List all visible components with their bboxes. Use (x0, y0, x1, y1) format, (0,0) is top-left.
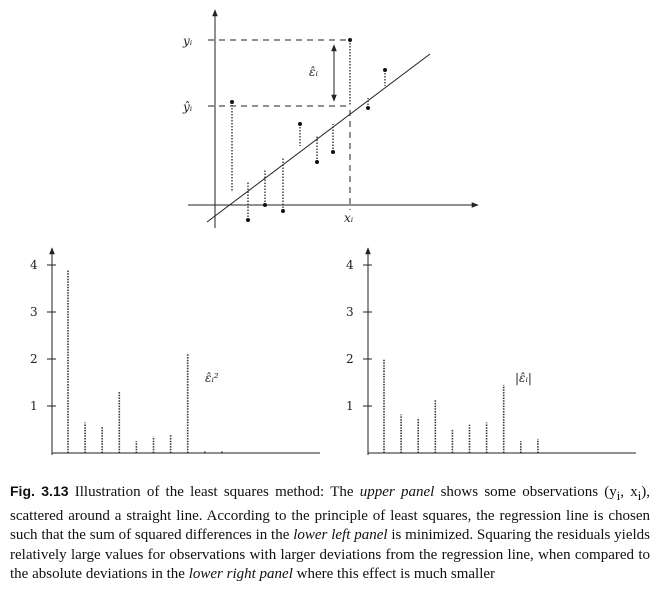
observation-point (298, 122, 302, 126)
tick-label: 4 (346, 258, 354, 272)
observation-point (331, 150, 335, 154)
lower-right-bars (383, 359, 539, 453)
observation-point (263, 203, 267, 207)
label-absolute-residuals: |ε̂ᵢ| (515, 371, 532, 385)
lower-left-panel: 1 2 3 4 ε̂ᵢ² (30, 247, 320, 455)
observation-point (383, 68, 387, 72)
caption-subscript-i: i (616, 489, 621, 503)
lower-left-ticks: 1 2 3 4 (30, 258, 56, 413)
caption-emph-lower-left: lower left panel (293, 527, 388, 543)
observation-point (315, 160, 319, 164)
caption-text-2: shows some observations (y (434, 484, 617, 500)
label-x: xᵢ (344, 211, 354, 225)
caption-emph-lower-right: lower right panel (188, 566, 293, 582)
caption-text-4: ), scattered around a straight line. Acc… (10, 484, 650, 543)
caption-text-6: where this effect is much smaller (292, 566, 496, 582)
tick-label: 3 (346, 305, 354, 319)
observation-point (366, 106, 370, 110)
tick-label: 4 (30, 258, 38, 272)
tick-label: 2 (346, 352, 354, 366)
caption-emph-upper-panel: upper panel (359, 484, 435, 500)
observation-point (230, 100, 234, 104)
caption-text-5: is minimized. Squaring the residuals yie… (10, 527, 651, 582)
label-squared-residuals: ε̂ᵢ² (205, 371, 219, 385)
observation-point (281, 209, 285, 213)
lower-right-ticks: 1 2 3 4 (346, 258, 372, 413)
observation-point (348, 38, 352, 42)
label-y-hat: ŷᵢ (182, 100, 193, 114)
regression-line (206, 53, 431, 223)
caption-subscript-i-2: i (637, 489, 642, 503)
observation-point (246, 218, 250, 222)
figure-3-13: yᵢ ŷᵢ ε̂ᵢ xᵢ 1 2 3 4 ε̂ᵢ² 1 2 3 4 |ε̂ᵢ| (30, 9, 636, 455)
tick-label: 3 (30, 305, 38, 319)
lower-left-bars (67, 269, 223, 453)
upper-panel: yᵢ ŷᵢ ε̂ᵢ xᵢ (182, 9, 479, 228)
residual-lines (231, 40, 386, 220)
tick-label: 1 (30, 399, 38, 413)
observation-points (230, 38, 387, 222)
figure-canvas: yᵢ ŷᵢ ε̂ᵢ xᵢ 1 2 3 4 ε̂ᵢ² 1 2 3 4 |ε̂ᵢ| (30, 9, 636, 455)
caption-text-1: Illustration of the least squares method… (68, 484, 360, 500)
tick-label: 1 (346, 399, 354, 413)
figure-number: Fig. 3.13 (10, 483, 69, 499)
label-y-obs: yᵢ (182, 34, 193, 48)
figure-caption: Fig. 3.13 Illustration of the least squa… (10, 482, 650, 585)
tick-label: 2 (30, 352, 38, 366)
lower-right-panel: 1 2 3 4 |ε̂ᵢ| (346, 247, 636, 455)
caption-text-3: , x (620, 484, 638, 500)
label-residual: ε̂ᵢ (309, 65, 318, 79)
